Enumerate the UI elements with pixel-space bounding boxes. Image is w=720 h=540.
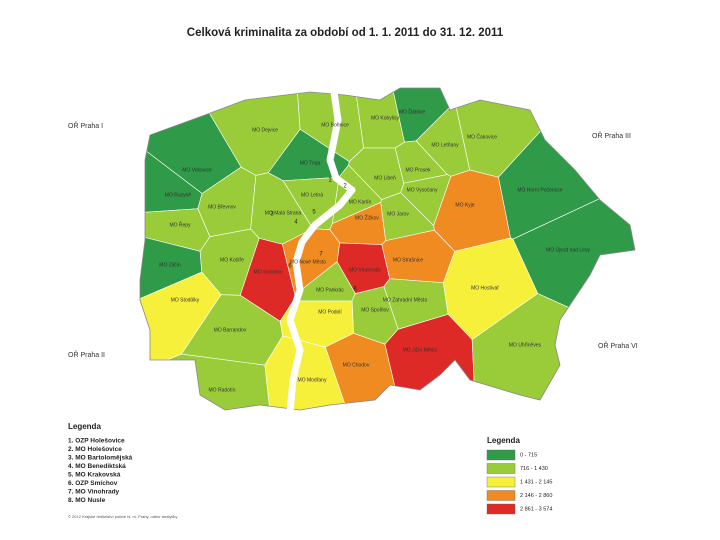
legend-swatch [486, 476, 516, 488]
district-label: MO Vokovice [182, 167, 212, 173]
district-label: MO Letňany [431, 142, 459, 148]
district-label: MO Podolí [318, 309, 342, 315]
district-label: MO Karlín [349, 199, 372, 205]
legend-label: 1 431 - 2 145 [520, 479, 552, 485]
footnote: © 2012 Krajské ředitelství policie hl. m… [68, 514, 177, 519]
district-label: MO Dejvice [252, 127, 278, 133]
city-outline [139, 87, 636, 411]
district-label: MO Vinohrady [349, 267, 381, 273]
river [286, 84, 356, 413]
list-item: 1. OZP Holešovice [68, 438, 125, 445]
district-label: MO Jarov [387, 211, 409, 217]
district-label: MO Jižní Město [403, 347, 438, 353]
region-label: OŘ Praha III [592, 131, 631, 140]
district-label: MO Nové Město [290, 259, 326, 265]
district-label: MO Pankrác [316, 287, 344, 293]
district-label: MO Modřany [298, 377, 327, 383]
district-label: MO Ruzyně [165, 192, 192, 198]
list-item: 7. MO Vinohrady [68, 489, 120, 496]
legend-label: 2 146 - 2 860 [520, 493, 552, 499]
district-label: MO Malá Strana [265, 210, 302, 216]
list-item: 3. MO Bartolomějská [68, 455, 133, 462]
list-item: 5. MO Krakovská [68, 472, 121, 479]
legend-label: 2 861 - 3 574 [520, 506, 552, 512]
district-label: MO Vysočany [407, 187, 438, 193]
district-label: MO Kobylisy [371, 115, 400, 121]
district-area [324, 333, 408, 410]
map-marker: 3 [270, 212, 274, 218]
district-label: MO Spořilov [361, 307, 389, 313]
legend-label: 716 - 1 430 [520, 466, 548, 472]
district-label: MO Žižkov [355, 213, 379, 221]
district-label: MO Košíře [220, 257, 244, 263]
legend-swatch [486, 490, 516, 501]
district-label: MO Letná [301, 192, 323, 198]
map-marker: 4 [294, 220, 298, 226]
district-label: MO Břevnov [208, 204, 236, 210]
district-label: MO Chodov [343, 362, 370, 368]
map-marker: 7 [319, 252, 323, 258]
district-label: MO Troja [300, 160, 321, 166]
list-item: 8. MO Nusle [68, 497, 106, 504]
legend-title: Legenda [487, 436, 520, 445]
district-label: MO Ďáblice [399, 107, 425, 115]
list-title: Legenda [68, 422, 101, 431]
region-label: OŘ Praha II [68, 350, 105, 359]
district-label: MO Prosek [405, 167, 431, 173]
district-label: MO Stodůlky [171, 296, 200, 303]
district-label: MO Libeň [374, 175, 396, 181]
district-label: MO Řepy [169, 220, 191, 228]
list-item: 2. MO Holešovice [68, 446, 122, 453]
district-area [384, 313, 478, 410]
map-marker: 6 [288, 264, 292, 270]
legend-swatch [486, 449, 516, 461]
region-label: OŘ Praha VI [598, 341, 638, 350]
district-label: MO Zličín [159, 262, 181, 268]
legend-swatch [486, 503, 516, 515]
district-label: MO Újezd nad Lesy [546, 246, 590, 253]
district-label: MO Uhříněves [509, 342, 542, 348]
map-marker: 8 [353, 287, 357, 293]
legend-label: 0 - 715 [520, 452, 537, 458]
district-label: MO Smíchov [254, 269, 283, 275]
list-item: 6. OZP Smíchov [68, 480, 118, 487]
district-label: MO Bohnice [321, 122, 349, 128]
district-label: MO Kyje [455, 202, 474, 208]
district-label: MO Čakovice [467, 133, 497, 140]
district-label: MO Radotín [209, 387, 236, 393]
district-area [140, 353, 274, 410]
district-area [264, 335, 358, 410]
map-title: Celková kriminalita za období od 1. 1. 2… [187, 27, 504, 39]
district-label: MO Horní Počernice [517, 187, 563, 193]
list-item: 4. MO Benediktská [68, 463, 126, 470]
map-marker: 2 [343, 184, 347, 190]
district-label: MO Strašnice [393, 257, 424, 263]
map-marker: 1 [328, 178, 332, 184]
district-label: MO Barrandov [214, 327, 247, 333]
region-label: OŘ Praha I [68, 121, 103, 130]
district-label: MO Zahradní Město [383, 297, 428, 303]
district-label: MO Hostivař [471, 285, 499, 291]
legend-swatch [486, 463, 516, 474]
map-marker: 5 [312, 210, 316, 216]
